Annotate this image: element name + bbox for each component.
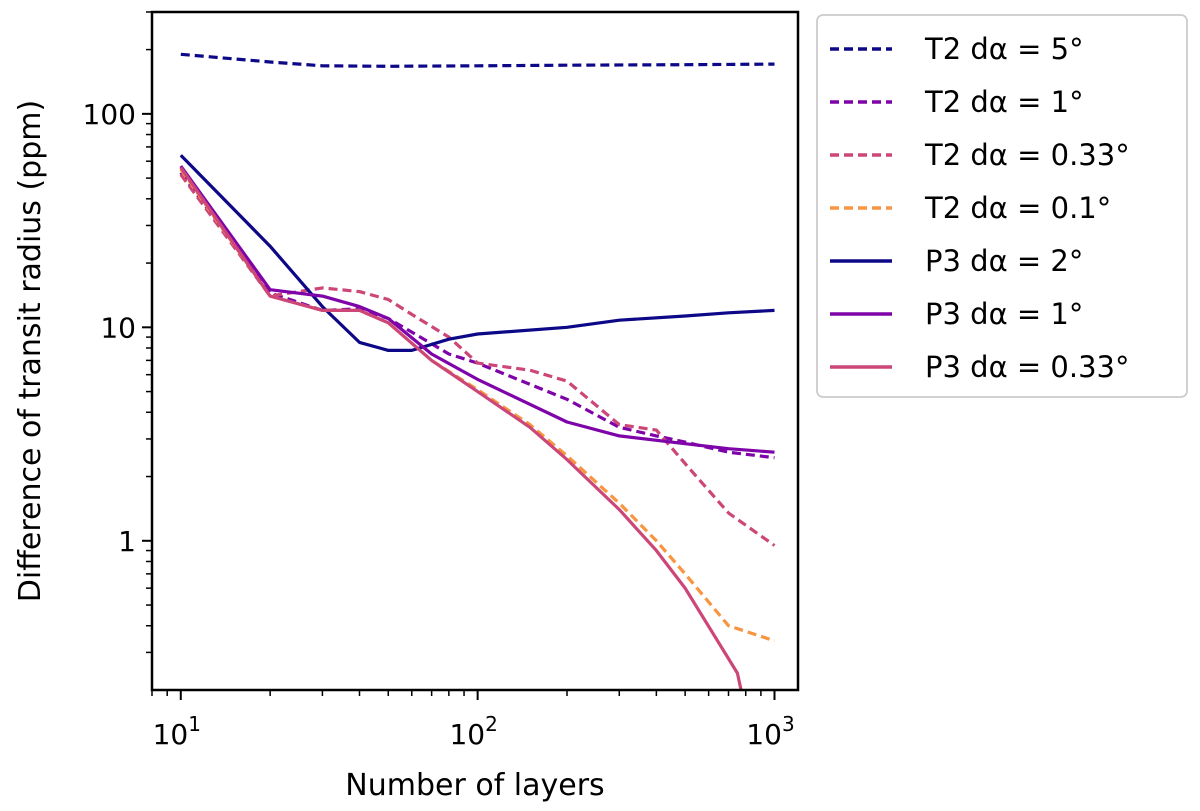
x-tick-exponent: 1 (188, 712, 201, 736)
x-tick-label-2: 103 (746, 712, 794, 751)
x-axis-label: Number of layers (345, 768, 604, 803)
series-line-0 (180, 52, 775, 68)
y-tick-label-0: 1 (118, 525, 136, 558)
x-tick-label-0: 101 (153, 712, 201, 751)
y-tick-label-1: 10 (100, 311, 136, 344)
series-layer (179, 52, 776, 690)
plot-frame (150, 10, 800, 692)
y-axis-ticks: 1 10 100 (83, 98, 152, 558)
series-line-4 (179, 154, 775, 352)
legend-label-2: T2 dα = 0.33° (924, 138, 1130, 172)
x-tick-exponent: 3 (782, 712, 795, 736)
plot-background (152, 12, 798, 690)
x-axis-ticks: 101 102 103 (153, 690, 795, 751)
legend-label-1: T2 dα = 1° (924, 85, 1084, 119)
series-line-2 (179, 173, 776, 547)
y-axis-label: Difference of transit radius (ppm) (13, 100, 48, 602)
series-line-6 (179, 166, 743, 690)
x-tick-label-1: 102 (449, 712, 497, 751)
legend-label-3: T2 dα = 0.1° (924, 191, 1111, 225)
series-line-5 (179, 165, 775, 454)
x-tick-exponent: 2 (485, 712, 498, 736)
legend-box (816, 14, 1188, 398)
legend: T2 dα = 5° T2 dα = 1° T2 dα = 0.33° T2 dα =… (816, 14, 1188, 398)
legend-label-4: P3 dα = 2° (925, 244, 1083, 278)
y-tick-label-2: 100 (83, 98, 136, 131)
legend-label-6: P3 dα = 0.33° (925, 350, 1130, 384)
legend-label-5: P3 dα = 1° (925, 297, 1083, 331)
legend-label-0: T2 dα = 5° (924, 32, 1084, 66)
